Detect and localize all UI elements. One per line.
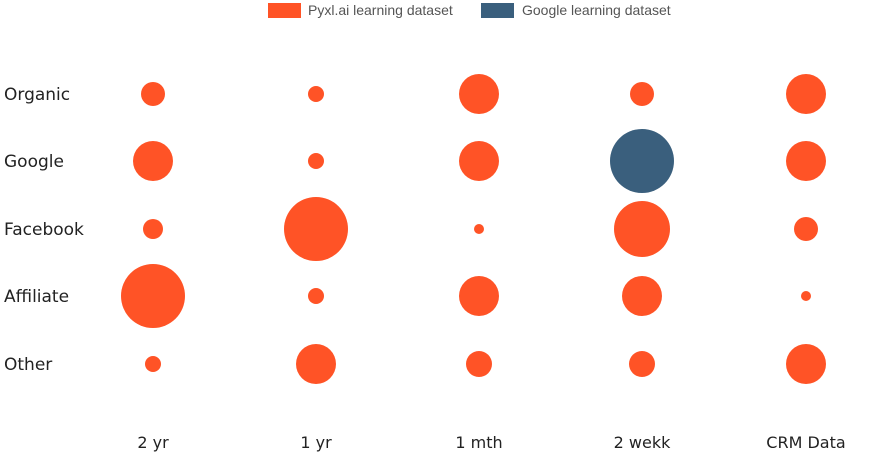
row-label-affiliate: Affiliate <box>4 287 69 307</box>
bubble-organic-2-yr <box>141 82 165 106</box>
bubble-other-crm-data <box>786 344 826 384</box>
legend-swatch-pyxl-ai-learning-dataset <box>268 3 301 18</box>
bubble-other-2-yr <box>145 356 161 372</box>
bubble-affiliate-1-mth <box>459 276 499 316</box>
legend: Pyxl.ai learning dataset Google learning … <box>268 2 671 18</box>
bubble-affiliate-2-wekk <box>622 276 662 316</box>
row-label-other: Other <box>4 355 52 375</box>
legend-swatch-google-learning-dataset <box>481 3 514 18</box>
column-label-1-mth: 1 mth <box>455 433 502 452</box>
bubble-affiliate-1-yr <box>308 288 324 304</box>
column-label-2-wekk: 2 wekk <box>614 433 671 452</box>
bubble-other-1-yr <box>296 344 336 384</box>
row-label-facebook: Facebook <box>4 220 84 240</box>
bubble-other-1-mth <box>466 351 492 377</box>
bubble-google-1-yr <box>308 153 324 169</box>
bubble-google-1-mth <box>459 141 499 181</box>
bubble-organic-1-mth <box>459 74 499 114</box>
legend-label-pyxl-ai-learning-dataset: Pyxl.ai learning dataset <box>308 2 453 18</box>
row-label-organic: Organic <box>4 85 70 105</box>
bubble-facebook-2-wekk <box>614 201 670 257</box>
column-label-1-yr: 1 yr <box>300 433 332 452</box>
bubble-google-crm-data <box>786 141 826 181</box>
bubble-facebook-2-yr <box>143 219 163 239</box>
bubble-google-2-yr <box>133 141 173 181</box>
bubble-affiliate-crm-data <box>801 291 811 301</box>
bubble-facebook-1-yr <box>284 197 348 261</box>
column-label-2-yr: 2 yr <box>137 433 169 452</box>
bubble-organic-2-wekk <box>630 82 654 106</box>
column-labels: 2 yr 1 yr 1 mth 2 wekk CRM Data <box>137 433 845 452</box>
bubble-other-2-wekk <box>629 351 655 377</box>
row-label-google: Google <box>4 152 64 172</box>
row-labels: Organic Google Facebook Affiliate Other <box>4 85 84 375</box>
column-label-crm-data: CRM Data <box>766 433 845 452</box>
bubble-organic-1-yr <box>308 86 324 102</box>
bubble-organic-crm-data <box>786 74 826 114</box>
bubble-facebook-1-mth <box>474 224 484 234</box>
bubble-affiliate-2-yr <box>121 264 185 328</box>
bubble-facebook-crm-data <box>794 217 818 241</box>
bubble-google-2-wekk <box>610 129 674 193</box>
bubbles <box>121 74 826 384</box>
legend-label-google-learning-dataset: Google learning dataset <box>522 2 671 18</box>
